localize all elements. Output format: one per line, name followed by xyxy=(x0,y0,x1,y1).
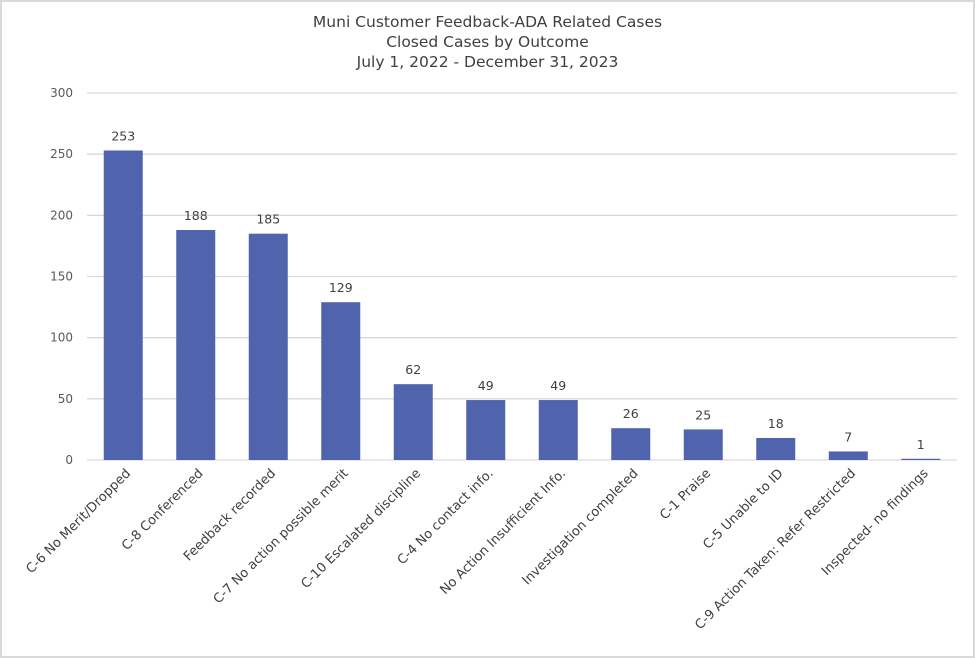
bar xyxy=(393,384,433,460)
bar xyxy=(756,437,796,460)
data-label: 49 xyxy=(550,378,566,393)
chart-title-line-1: Muni Customer Feedback-ADA Related Cases xyxy=(312,13,663,31)
bar xyxy=(176,230,216,460)
bar xyxy=(901,458,941,460)
bar xyxy=(611,428,651,460)
data-labels: 253 188 185 129 62 49 49 26 25 18 7 1 xyxy=(111,128,924,451)
data-label: 62 xyxy=(405,362,421,377)
x-tick-label: C-5 Unable to ID xyxy=(700,466,786,552)
y-tick-label: 250 xyxy=(50,147,73,161)
bar xyxy=(828,451,868,460)
chart-title: Muni Customer Feedback-ADA Related Cases… xyxy=(0,12,975,72)
y-tick-label: 200 xyxy=(50,208,73,222)
bar xyxy=(466,400,506,460)
bar xyxy=(321,302,361,460)
data-label: 18 xyxy=(768,416,784,431)
x-tick-label: No Action Insufficient Info. xyxy=(438,466,570,598)
data-label: 1 xyxy=(917,437,925,452)
y-tick-label: 300 xyxy=(50,86,73,100)
bars xyxy=(103,150,941,460)
x-tick-label: Investigation completed xyxy=(520,466,642,588)
data-label: 7 xyxy=(844,429,852,444)
bar xyxy=(683,429,723,460)
bar xyxy=(538,400,578,460)
bar xyxy=(103,150,143,460)
y-axis: 0 50 100 150 200 250 300 xyxy=(50,86,73,467)
x-tick-label: C-9 Action Taken: Refer Restricted xyxy=(692,466,859,633)
x-tick-label: C-10 Escalated discipline xyxy=(298,466,424,592)
y-tick-label: 150 xyxy=(50,270,73,284)
data-label: 129 xyxy=(329,280,353,295)
data-label: 253 xyxy=(111,128,135,143)
chart-title-line-2: Closed Cases by Outcome xyxy=(386,33,589,51)
x-tick-label: C-1 Praise xyxy=(657,466,714,523)
data-label: 25 xyxy=(695,407,711,422)
data-label: 185 xyxy=(256,212,280,227)
y-tick-label: 100 xyxy=(50,331,73,345)
y-tick-label: 50 xyxy=(58,392,73,406)
y-tick-label: 0 xyxy=(65,453,73,467)
x-tick-label: C-6 No Merit/Dropped xyxy=(23,466,134,577)
data-label: 49 xyxy=(478,378,494,393)
data-label: 26 xyxy=(623,406,639,421)
gridlines xyxy=(87,92,957,461)
x-tick-label: C-7 No action possible merit xyxy=(211,466,352,607)
bar xyxy=(248,233,288,460)
data-label: 188 xyxy=(184,208,208,223)
chart-title-line-3: July 1, 2022 - December 31, 2023 xyxy=(356,53,619,71)
